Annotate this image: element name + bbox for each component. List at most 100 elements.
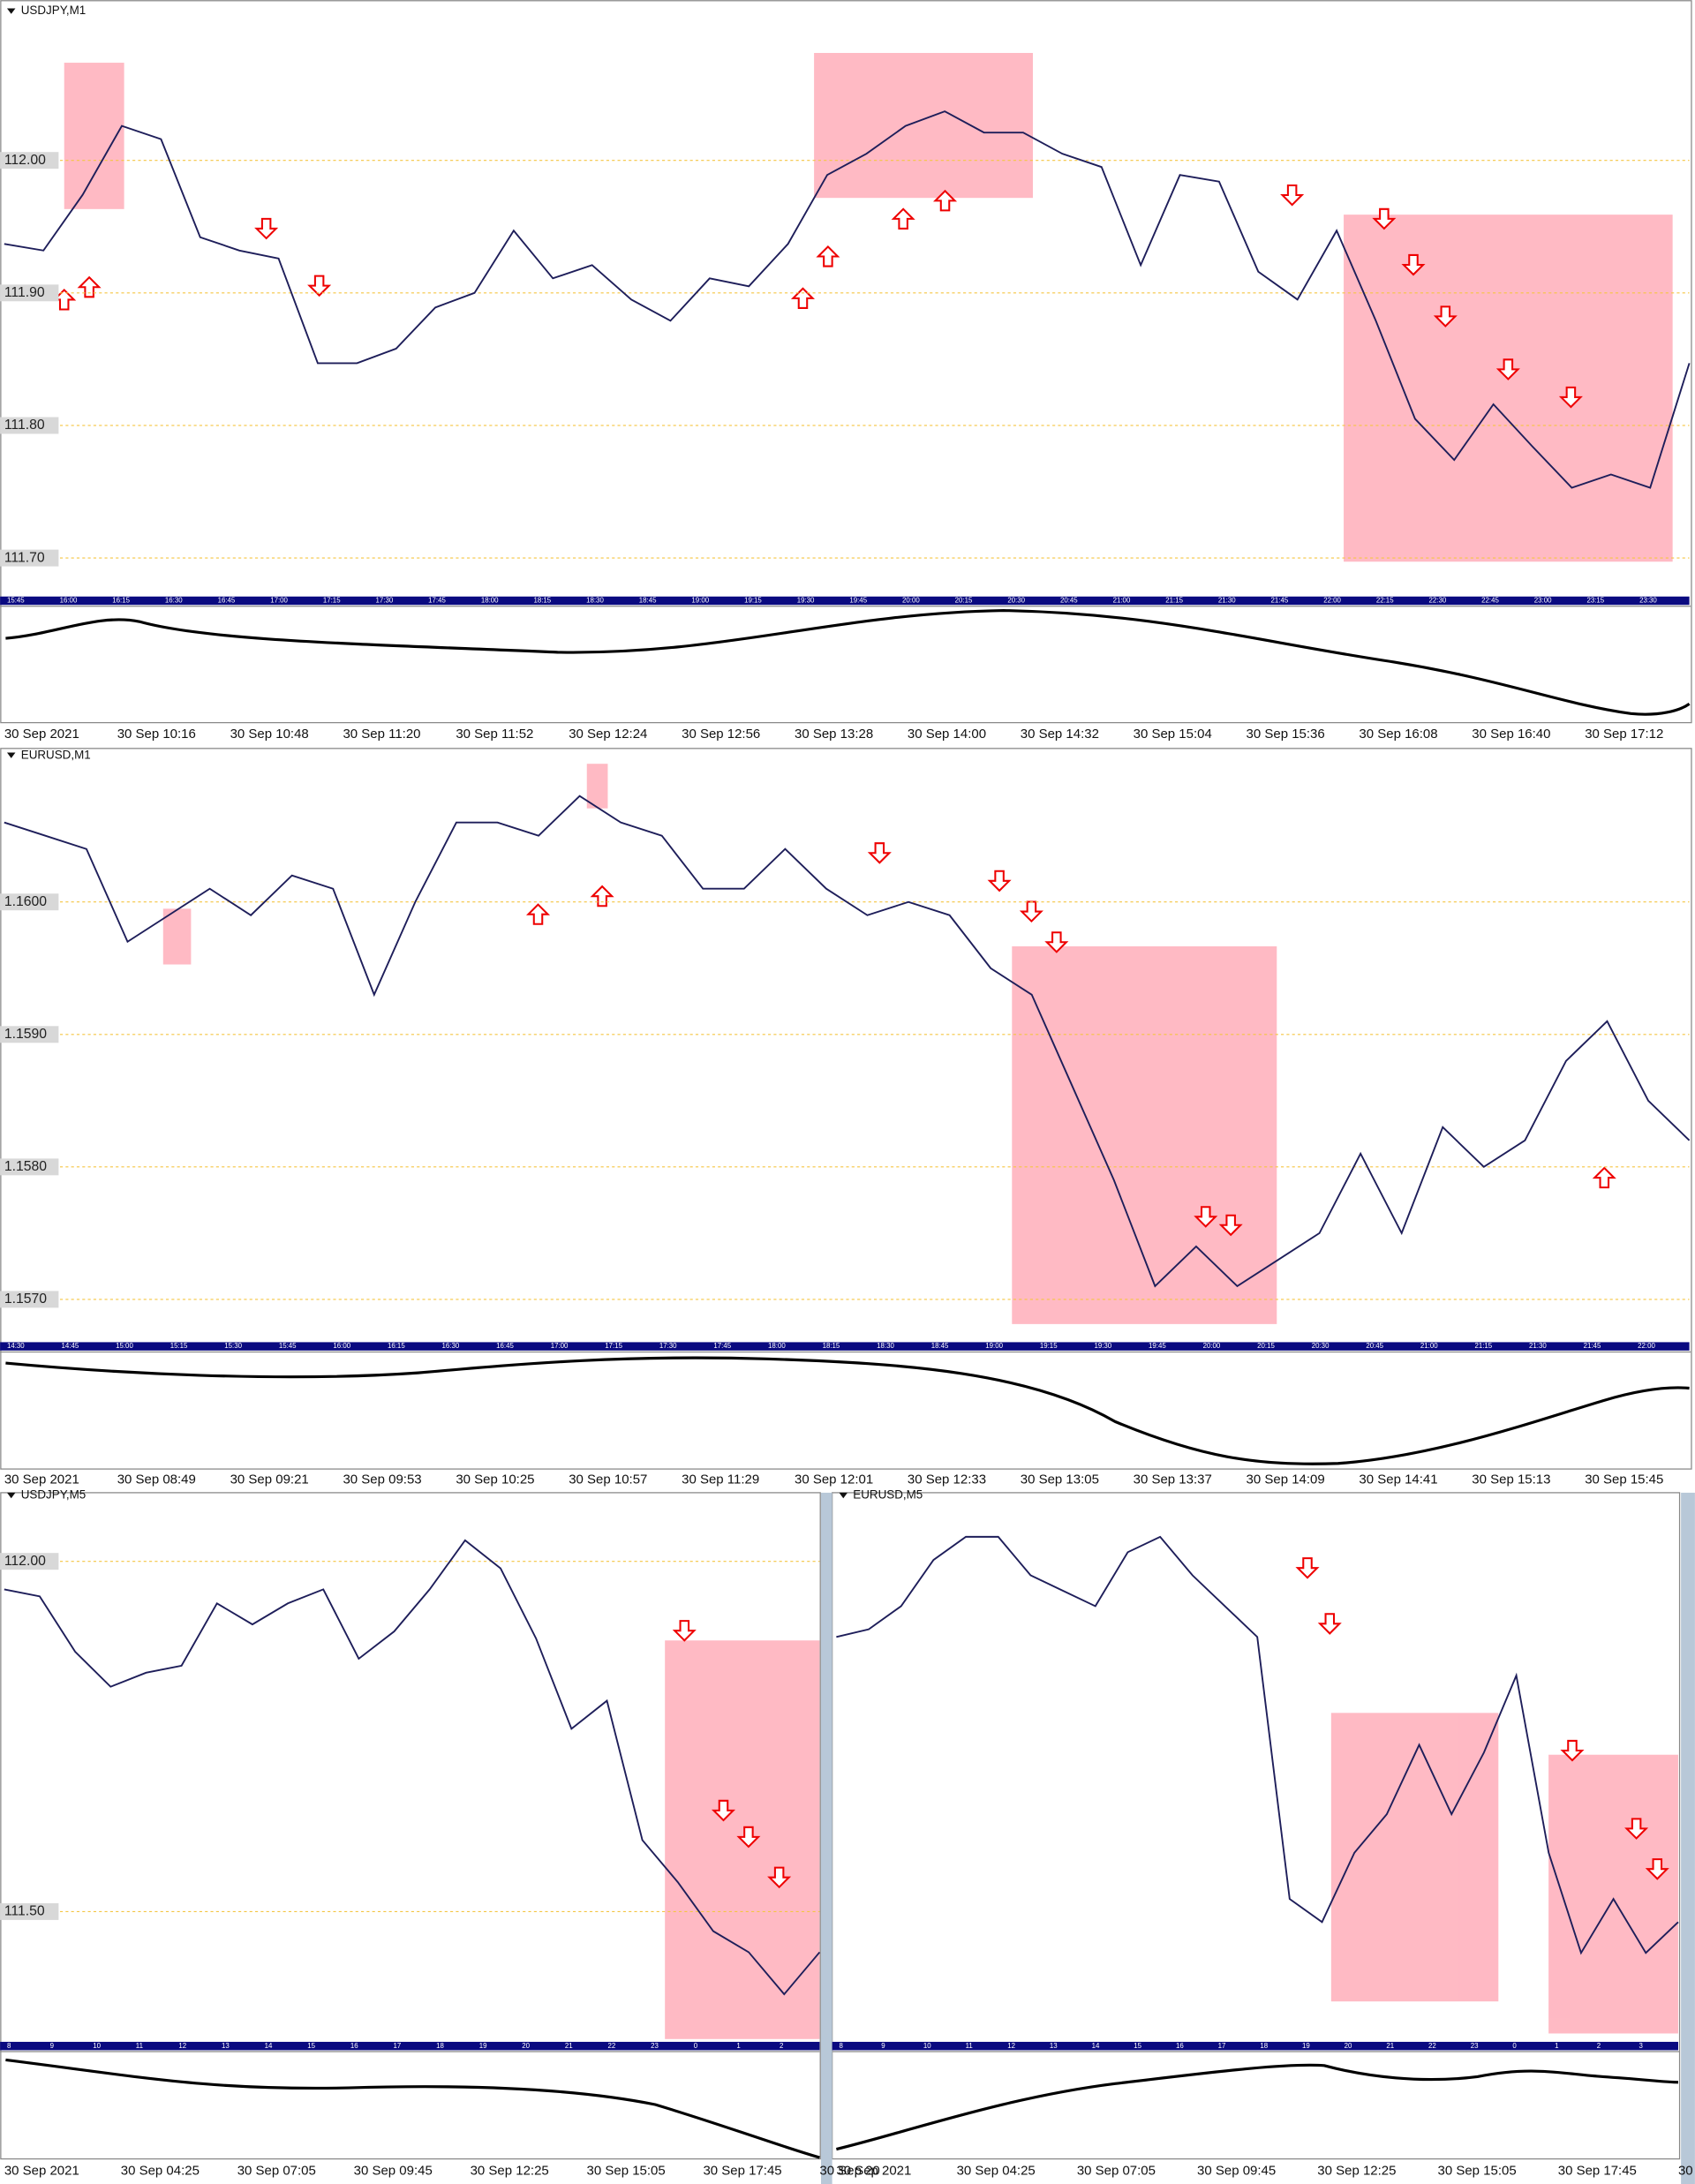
time-strip-label: 14 [1092, 2042, 1100, 2050]
time-strip-label: 16 [1176, 2042, 1184, 2050]
time-strip-label: 8 [840, 2042, 844, 2050]
y-tick-bg [0, 893, 59, 911]
time-strip-label: 17:15 [605, 1342, 622, 1350]
time-strip [0, 1342, 1690, 1351]
time-strip-label: 9 [50, 2042, 54, 2050]
time-strip-label: 21:30 [1529, 1342, 1547, 1350]
y-tick-label: 111.80 [4, 418, 45, 433]
time-strip-label: 1 [736, 2042, 740, 2050]
y-tick-label: 1.1570 [4, 1292, 47, 1307]
time-strip-label: 20:00 [1203, 1342, 1221, 1350]
time-strip-label: 0 [694, 2042, 698, 2050]
time-strip-label: 23:00 [1534, 597, 1552, 605]
time-strip-label: 20:15 [1257, 1342, 1275, 1350]
time-strip-label: 16:30 [442, 1342, 460, 1350]
x-axis-label: 30 Sep 15:13 [1472, 1472, 1550, 1487]
time-strip-label: 16:00 [333, 1342, 350, 1350]
time-strip-label: 18:15 [823, 1342, 840, 1350]
time-strip-label: 17:45 [428, 597, 446, 605]
time-strip-label: 17:30 [376, 597, 394, 605]
time-strip-label: 20:45 [1366, 1342, 1383, 1350]
x-axis-label: 30 Sep 17:45 [703, 2164, 781, 2179]
time-strip-label: 22:30 [1429, 597, 1447, 605]
time-strip-label: 12 [1007, 2042, 1015, 2050]
x-axis-label: 30 Sep 14:32 [1021, 727, 1099, 742]
x-axis-label: 30 Sep 17:45 [1558, 2164, 1637, 2179]
title-icon [6, 752, 16, 758]
time-strip-label: 17:15 [323, 597, 341, 605]
time-strip-label: 14 [265, 2042, 273, 2050]
time-strip-label: 16:15 [388, 1342, 405, 1350]
time-strip-label: 22 [1428, 2042, 1436, 2050]
time-strip-label: 17 [393, 2042, 401, 2050]
x-axis-label: 30 Sep 11:29 [682, 1472, 759, 1487]
y-tick-bg [0, 152, 59, 169]
x-axis-label: 30 Sep 15:04 [1134, 727, 1212, 742]
time-strip-label: 19:15 [744, 597, 762, 605]
time-strip-label: 12 [178, 2042, 186, 2050]
time-strip-label: 22:00 [1638, 1342, 1655, 1350]
highlight-zones [64, 52, 1678, 2039]
time-strip-label: 22:00 [1323, 597, 1341, 605]
x-axis-label: 30 Sep 12:56 [682, 727, 760, 742]
time-strip-label: 11 [136, 2042, 143, 2050]
x-axis-label: 30 Sep 2021 [4, 2164, 79, 2179]
y-tick-label: 112.00 [4, 1554, 46, 1569]
x-axis-label: 30 Sep 2021 [836, 2164, 911, 2179]
x-axis-label: 30 Sep 10:16 [117, 727, 196, 742]
time-strip-label: 18:45 [639, 597, 657, 605]
x-axis-label: 30 Sep 13:28 [795, 727, 873, 742]
y-tick-bg [0, 1902, 59, 1920]
x-axis-label: 30 Sep 07:05 [237, 2164, 316, 2179]
x-axis-label: 30 Sep 14:09 [1247, 1472, 1325, 1487]
time-strip-label: 18:45 [931, 1342, 949, 1350]
time-strip-label: 21:15 [1165, 597, 1183, 605]
time-strip-label: 15:00 [116, 1342, 133, 1350]
time-strip-label: 18:30 [877, 1342, 894, 1350]
x-axis-label: 30 Sep 10:25 [456, 1472, 534, 1487]
x-axis-label: 30 Sep 07:05 [1077, 2164, 1156, 2179]
x-axis-label: 30 Sep 15:05 [1438, 2164, 1517, 2179]
title-icon [6, 8, 16, 14]
time-strip-label: 18:00 [768, 1342, 786, 1350]
y-tick-label: 1.1590 [4, 1027, 47, 1042]
time-strip-label: 18 [436, 2042, 444, 2050]
x-axis-label: 30 Sep 15:36 [1247, 727, 1325, 742]
time-strip-label: 19:45 [1149, 1342, 1166, 1350]
time-strip-label: 20 [1345, 2042, 1352, 2050]
y-tick-label: 111.70 [4, 550, 45, 565]
time-strip-label: 19 [1302, 2042, 1310, 2050]
time-strip-label: 10 [93, 2042, 101, 2050]
time-strip-label: 2 [780, 2042, 783, 2050]
x-axis-label: 30 Sep 16:40 [1472, 727, 1550, 742]
x-axis-label: 30 Sep 2021 [4, 727, 79, 742]
time-strip-label: 21:15 [1474, 1342, 1492, 1350]
time-strip-label: 17:00 [551, 1342, 569, 1350]
time-strip [0, 596, 1690, 606]
time-strip-label: 22:15 [1376, 597, 1394, 605]
time-strip-label: 13 [1050, 2042, 1058, 2050]
x-axis-label: 30 Sep 13:05 [1021, 1472, 1099, 1487]
time-strip-label: 21:30 [1218, 597, 1236, 605]
splitter [821, 1492, 832, 2184]
x-axis-label: 30 Sep 12:33 [908, 1472, 986, 1487]
time-strip-label: 21 [565, 2042, 573, 2050]
time-strip-label: 19:15 [1040, 1342, 1058, 1350]
x-axis-label: 30 Sep 16:08 [1359, 727, 1437, 742]
time-strip [832, 2041, 1678, 2051]
x-axis-label: 30 Sep 17:12 [1585, 727, 1663, 742]
x-axis-label: 30 Sep 14:00 [908, 727, 986, 742]
x-axis-label: 30 Sep 20 [1678, 2164, 1695, 2179]
time-strip-label: 14:30 [7, 1342, 25, 1350]
x-axis-label: 30 Sep 12:24 [569, 727, 647, 742]
signal-arrows [52, 184, 1669, 1889]
time-strip-label: 9 [881, 2042, 885, 2050]
time-strip-label: 22:45 [1481, 597, 1499, 605]
time-strip-label: 16:45 [496, 1342, 514, 1350]
x-axis-label: 30 Sep 20 [819, 2164, 879, 2179]
time-strip-label: 19:30 [797, 597, 815, 605]
y-tick-bg [0, 417, 59, 434]
x-axis-label: 30 Sep 12:25 [471, 2164, 549, 2179]
